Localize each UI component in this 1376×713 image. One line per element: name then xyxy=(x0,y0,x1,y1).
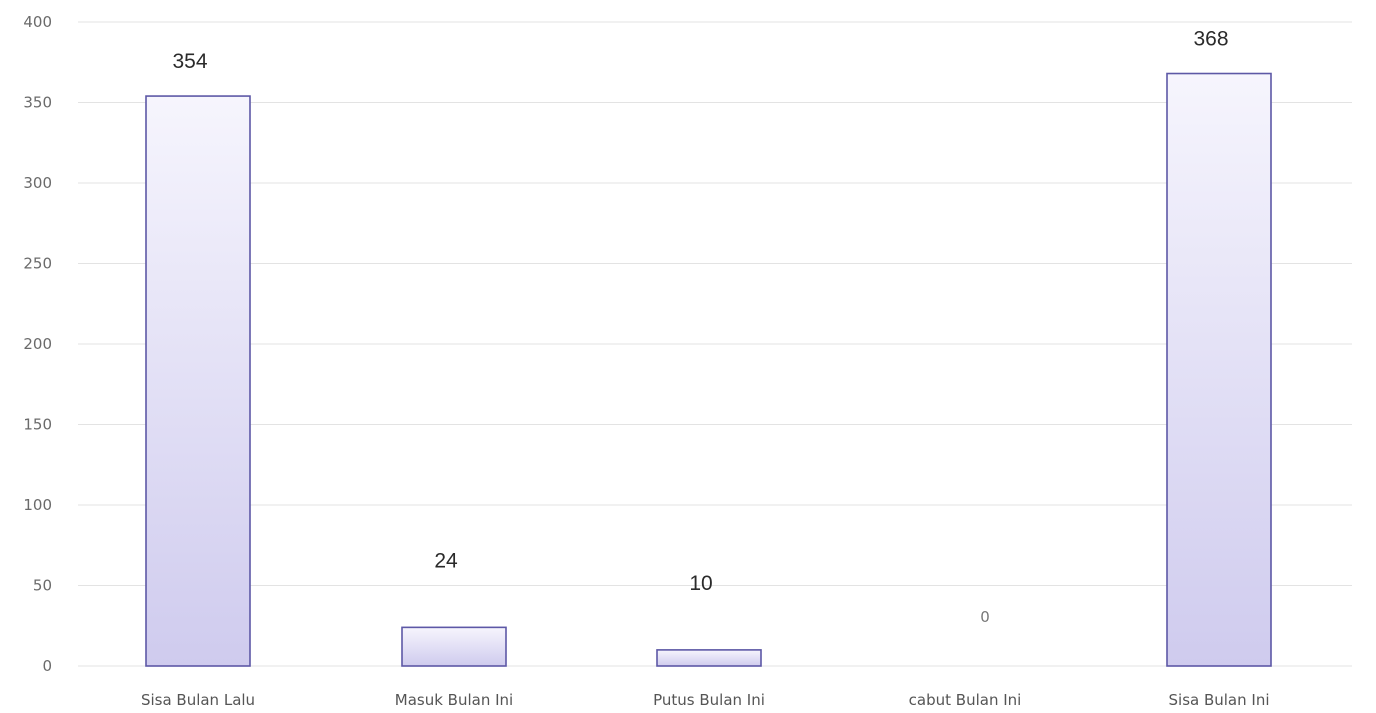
bar xyxy=(1166,72,1272,667)
y-tick-label: 0 xyxy=(42,657,52,675)
y-axis-ticks: 0 50 100 150 200 250 300 350 400 xyxy=(23,13,52,675)
y-tick-label: 300 xyxy=(23,174,52,192)
x-category-label: Sisa Bulan Lalu xyxy=(141,691,255,709)
data-labels: 354 24 10 0 368 xyxy=(172,28,1228,626)
gridlines xyxy=(78,21,1352,667)
data-label: 24 xyxy=(434,549,458,572)
x-category-label: Masuk Bulan Ini xyxy=(395,691,513,709)
y-tick-label: 50 xyxy=(33,577,52,595)
data-label: 0 xyxy=(980,608,990,626)
x-category-label: cabut Bulan Ini xyxy=(909,691,1022,709)
x-axis-categories: Sisa Bulan Lalu Masuk Bulan Ini Putus Bula… xyxy=(141,691,1270,709)
bars xyxy=(145,72,1272,667)
y-tick-label: 100 xyxy=(23,496,52,514)
bar xyxy=(656,649,762,667)
y-tick-label: 400 xyxy=(23,13,52,31)
bar xyxy=(145,95,251,667)
y-tick-label: 350 xyxy=(23,94,52,112)
x-category-label: Putus Bulan Ini xyxy=(653,691,765,709)
y-tick-label: 150 xyxy=(23,416,52,434)
data-label: 368 xyxy=(1193,28,1228,51)
data-label: 10 xyxy=(689,572,712,595)
y-tick-label: 250 xyxy=(23,255,52,273)
bar xyxy=(401,626,507,667)
data-label: 354 xyxy=(172,50,207,73)
y-tick-label: 200 xyxy=(23,335,52,353)
x-category-label: Sisa Bulan Ini xyxy=(1169,691,1270,709)
